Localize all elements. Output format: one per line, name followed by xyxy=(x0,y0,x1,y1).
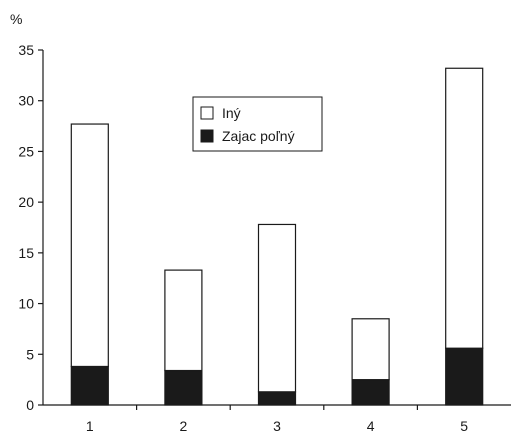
y-tick-label: 5 xyxy=(26,346,34,362)
bars xyxy=(70,67,484,406)
bar-segment-iny xyxy=(257,223,297,393)
bar-segment-zajac-polny xyxy=(351,379,390,406)
bar-segment-zajac-polny xyxy=(164,369,203,406)
bar-segment-iny xyxy=(351,318,390,381)
x-axis: 1 2 3 4 5 xyxy=(43,404,511,432)
y-axis-unit-label: % xyxy=(10,11,22,27)
x-tick-label: 3 xyxy=(273,418,281,432)
x-tick-label: 1 xyxy=(86,418,94,432)
y-tick-label: 10 xyxy=(18,296,34,312)
y-tick-label: 25 xyxy=(18,143,34,159)
x-tick-label: 5 xyxy=(460,418,468,432)
y-tick-label: 35 xyxy=(18,42,34,58)
bar-segment-iny xyxy=(70,123,109,368)
y-tick-label: 15 xyxy=(18,245,34,261)
bar-segment-zajac-polny xyxy=(70,365,109,406)
legend-swatch-zajac-polny xyxy=(200,129,214,143)
legend-box xyxy=(192,96,323,152)
bar-segment-zajac-polny xyxy=(257,391,297,406)
y-tick-label: 30 xyxy=(18,93,34,109)
legend-label: Zajac poľný xyxy=(222,128,295,144)
legend: Iný Zajac poľný xyxy=(192,96,323,152)
legend-label: Iný xyxy=(222,105,241,121)
y-axis: 0 5 10 15 20 25 30 35 xyxy=(18,42,44,413)
y-tick-label: 0 xyxy=(26,397,34,413)
y-tick-label: 20 xyxy=(18,194,34,210)
bar-segment-iny xyxy=(445,67,484,349)
x-tick-label: 2 xyxy=(180,418,188,432)
x-tick-label: 4 xyxy=(367,418,375,432)
legend-swatch-iny xyxy=(200,106,214,120)
bar-segment-zajac-polny xyxy=(445,347,484,406)
bar-segment-iny xyxy=(164,269,203,372)
